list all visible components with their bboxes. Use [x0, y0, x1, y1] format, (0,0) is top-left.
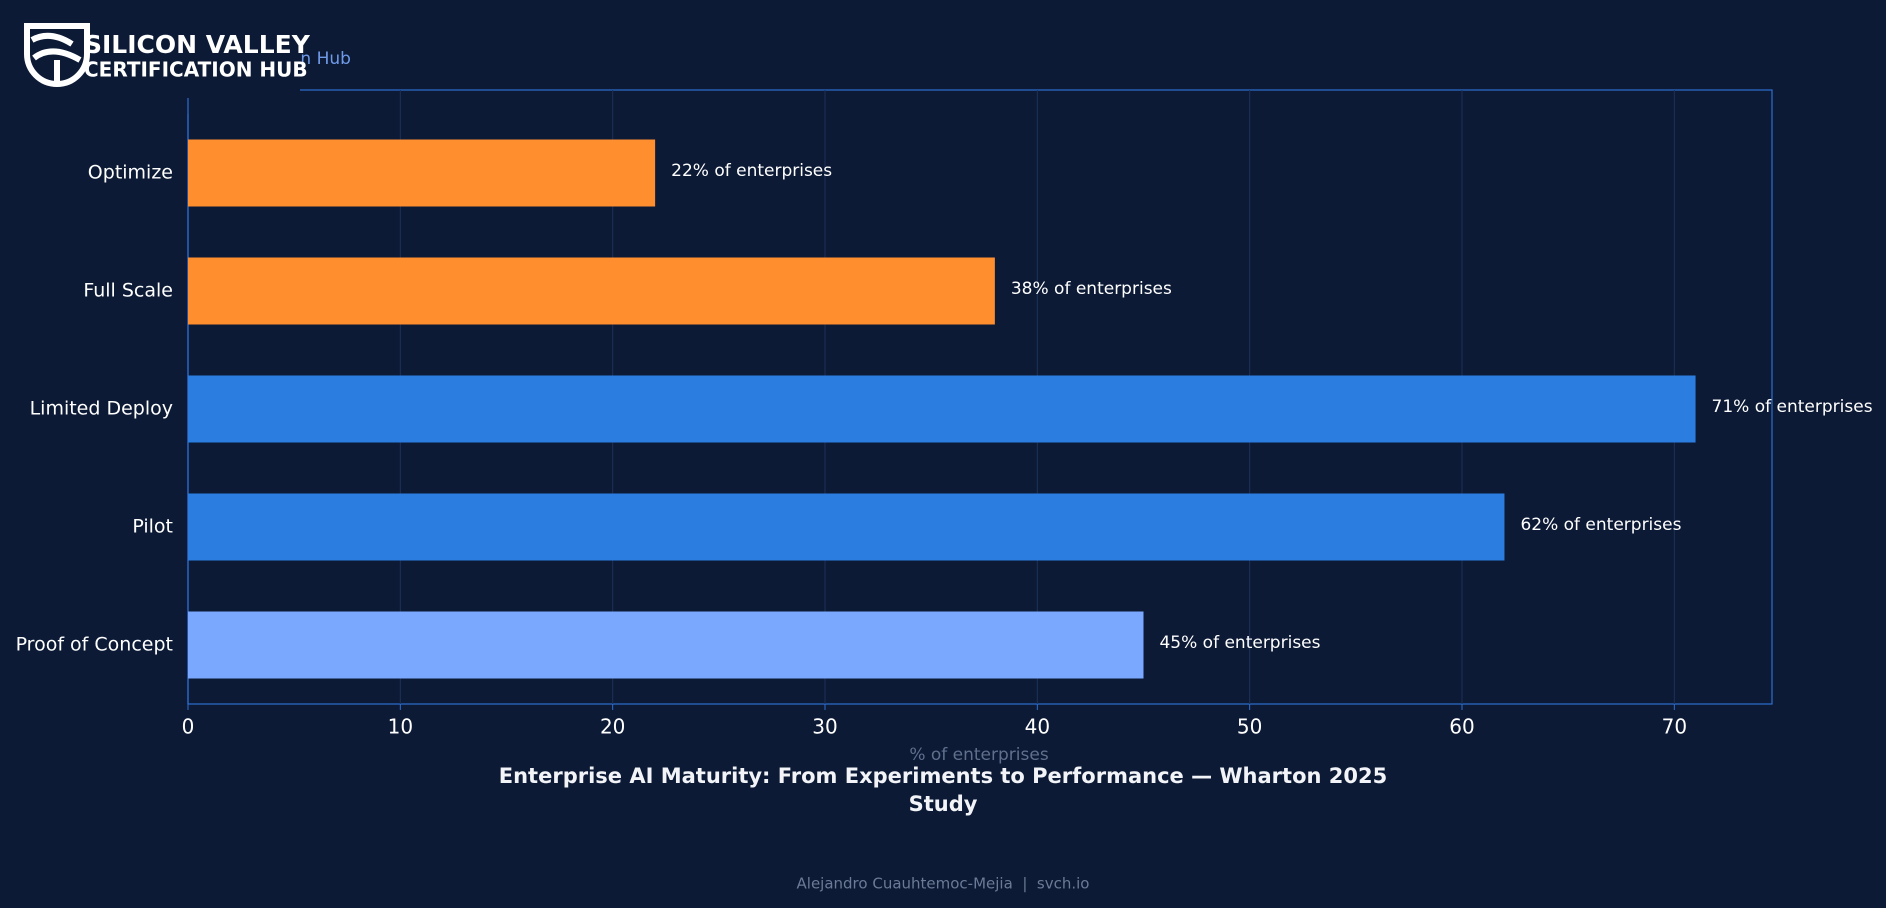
x-tick-label: 10 — [388, 715, 413, 739]
footer: Alejandro Cuauhtemoc-Mejia | svch.io — [797, 875, 1090, 893]
y-tick-label: Full Scale — [83, 280, 173, 302]
x-tick-label: 40 — [1025, 715, 1050, 739]
bar — [188, 139, 656, 207]
value-label: 45% of enterprises — [1159, 633, 1320, 653]
logo-icon — [24, 23, 90, 87]
bar — [188, 611, 1144, 679]
x-tick-label: 30 — [812, 715, 837, 739]
x-tick-label: 20 — [600, 715, 625, 739]
bar — [188, 375, 1696, 443]
logo-text: SILICON VALLEY — [84, 30, 311, 59]
value-label: 38% of enterprises — [1011, 279, 1172, 299]
y-tick-label: Pilot — [132, 516, 173, 538]
y-tick-label: Optimize — [88, 162, 173, 184]
x-tick-label: 50 — [1237, 715, 1262, 739]
bar — [188, 257, 995, 325]
value-label: 62% of enterprises — [1520, 515, 1681, 535]
x-tick-label: 60 — [1449, 715, 1474, 739]
x-tick-label: 0 — [182, 715, 195, 739]
bar — [188, 493, 1505, 561]
value-label: 71% of enterprises — [1712, 397, 1873, 417]
chart-title: Enterprise AI Maturity: From Experiments… — [498, 764, 1388, 816]
y-tick-label: Proof of Concept — [16, 634, 173, 656]
x-tick-label: 70 — [1662, 715, 1687, 739]
logo-text: CERTIFICATION HUB — [84, 58, 308, 82]
subtitle: on Hub — [290, 49, 351, 69]
value-label: 22% of enterprises — [671, 161, 832, 181]
y-tick-label: Limited Deploy — [30, 398, 173, 420]
x-axis-label: % of enterprises — [909, 745, 1049, 765]
plot-area: 0 10 20 30 40 50 60 70 Optimize 22% of enterprise… — [16, 90, 1873, 739]
